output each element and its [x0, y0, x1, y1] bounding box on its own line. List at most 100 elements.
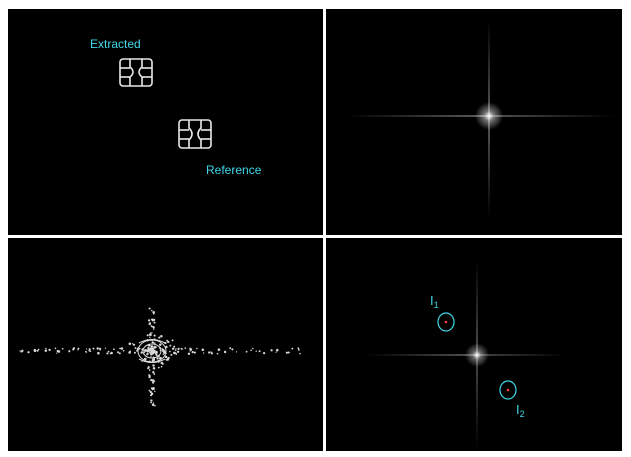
speckle-dot	[96, 347, 99, 350]
speckle-dot	[113, 348, 115, 351]
center-peak	[465, 343, 489, 367]
speckle-dot	[128, 351, 131, 354]
speckle-dot	[151, 332, 153, 334]
speckle-dot	[148, 322, 151, 325]
speckle-dot	[150, 356, 152, 358]
speckle-dot	[128, 342, 132, 346]
speckle-dot	[77, 347, 80, 350]
speckle-dot	[154, 342, 156, 344]
panel-correlation: I1 I2	[326, 238, 622, 451]
speckle-dot	[19, 350, 21, 352]
speckle-dot	[147, 319, 151, 322]
speckle-dot	[150, 392, 154, 395]
speckle-dot	[153, 349, 156, 352]
cross-pattern-graphic	[19, 307, 301, 407]
speckle-dot	[137, 348, 140, 351]
speckle-dot	[151, 379, 155, 382]
speckle-dot	[153, 373, 155, 375]
speckle-dot	[33, 348, 37, 352]
speckle-dot	[147, 366, 150, 368]
speckle-dot	[152, 381, 155, 384]
speckle-dot	[153, 380, 156, 383]
speckle-dot	[150, 387, 153, 390]
speckle-dot	[169, 350, 171, 353]
speckle-dot	[148, 389, 151, 392]
speckle-dot	[150, 399, 153, 402]
speckle-dot	[160, 365, 163, 368]
speckle-dot	[77, 349, 79, 351]
speckle-dot	[119, 347, 122, 350]
speckle-dot	[231, 348, 234, 351]
speckle-dot	[270, 349, 273, 352]
speckle-dot	[129, 350, 131, 352]
speckle-dot	[189, 347, 192, 350]
speckle-dot	[132, 343, 136, 346]
speckle-dot	[147, 367, 150, 370]
speckle-dot	[208, 351, 211, 354]
speckle-dot	[54, 347, 57, 350]
speckle-dot	[187, 352, 191, 356]
speckle-dot	[68, 350, 71, 353]
speckle-dot	[152, 380, 154, 383]
speckle-dot	[116, 351, 120, 354]
speckle-dot	[252, 347, 254, 350]
speckle-dot	[152, 364, 155, 367]
speckle-dot	[173, 351, 176, 355]
speckle-dot	[155, 350, 158, 354]
speckle-dot	[151, 309, 153, 312]
speckle-dot	[151, 341, 154, 344]
speckle-dot	[291, 347, 294, 350]
speckle-dot	[177, 347, 180, 351]
speckle-dot	[148, 376, 151, 379]
chip-contours-graphic	[119, 58, 212, 149]
speckle-dot	[255, 350, 257, 352]
speckle-dot	[122, 350, 125, 352]
speckle-dot	[141, 348, 144, 351]
speckle-dot	[151, 403, 155, 406]
speckle-dot	[149, 390, 152, 394]
speckle-dot	[153, 345, 157, 349]
speckle-dot	[153, 338, 156, 341]
speckle-dot	[120, 347, 124, 350]
speckle-dot	[210, 352, 214, 355]
speckle-dot	[131, 343, 134, 345]
speckle-dot	[104, 347, 107, 349]
panel-extracted-reference: Extracted Reference	[8, 9, 323, 235]
speckle-dot	[152, 358, 154, 361]
speckle-dot	[157, 366, 160, 369]
label-i2: I2	[516, 402, 525, 419]
speckle-dot	[150, 401, 152, 404]
cross-speckles	[19, 307, 301, 407]
peak-i2-marker	[499, 380, 517, 400]
speckle-dot	[154, 404, 156, 407]
speckle-dot	[299, 352, 301, 355]
speckle-dot	[147, 340, 149, 342]
speckle-dot	[169, 344, 172, 347]
speckle-dot	[110, 351, 113, 355]
speckle-dot	[72, 348, 75, 351]
speckle-dot	[201, 348, 205, 352]
speckle-dot	[167, 340, 170, 344]
speckle-dot	[143, 357, 147, 361]
speckle-dot	[27, 351, 30, 354]
speckle-dot	[298, 348, 300, 350]
speckle-dot	[36, 349, 39, 352]
speckle-dot	[223, 350, 227, 354]
speckle-dot	[250, 349, 252, 352]
speckle-dot	[160, 335, 163, 338]
speckle-dot	[245, 350, 248, 353]
speckle-dot	[159, 349, 162, 352]
speckle-dot	[148, 374, 150, 376]
speckle-dot	[147, 343, 151, 347]
speckle-dot	[134, 347, 137, 349]
speckle-dot	[149, 336, 151, 338]
spectrum-graphic	[346, 19, 616, 219]
speckle-dot	[158, 346, 162, 349]
speckle-dot	[97, 351, 100, 355]
speckle-dot	[157, 354, 160, 358]
speckle-dot	[165, 345, 168, 349]
speckle-dot	[152, 371, 155, 374]
speckle-dot	[147, 349, 150, 353]
speckle-dot	[164, 355, 168, 359]
speckle-dot	[150, 345, 154, 348]
